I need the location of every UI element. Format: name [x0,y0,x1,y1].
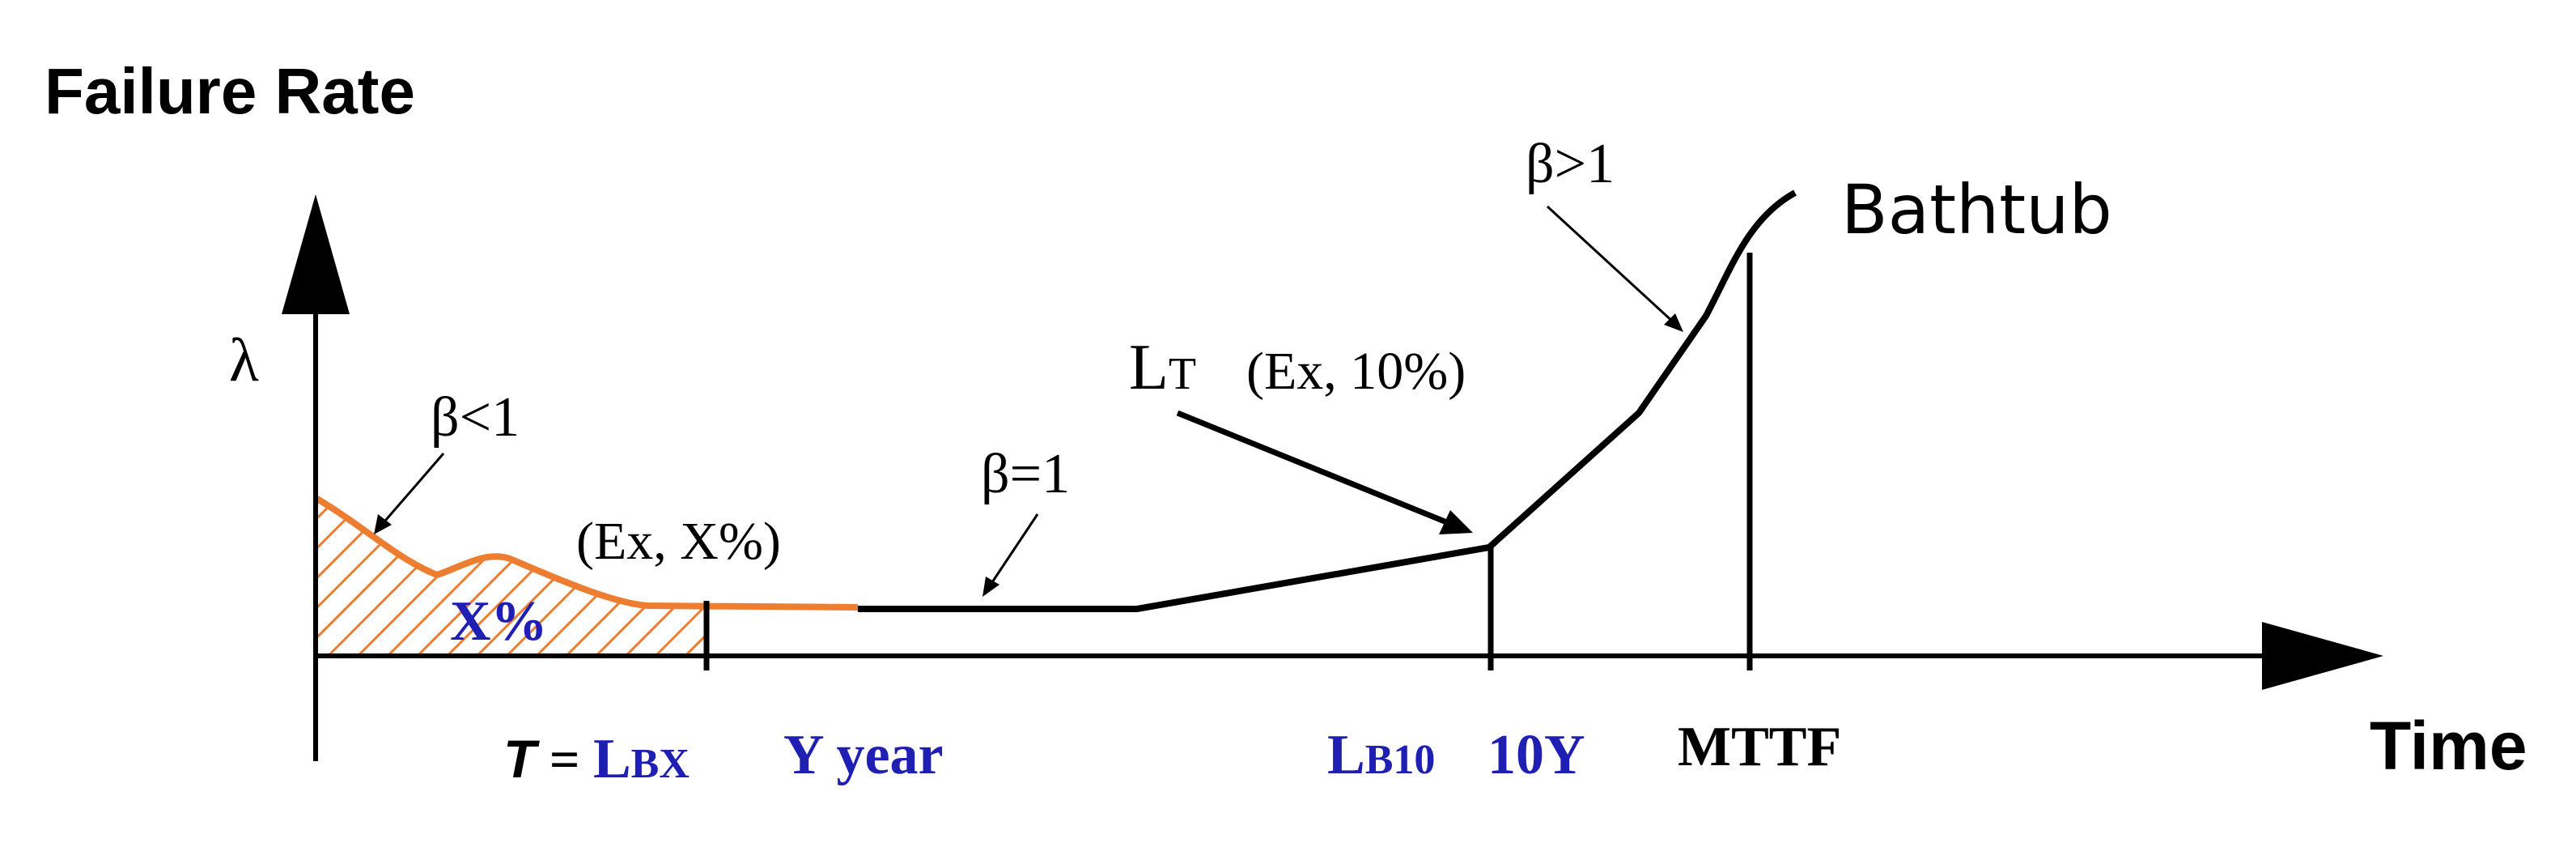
ex-x-label: (Ex, X%) [576,512,781,571]
y-axis-title: Failure Rate [45,55,415,127]
beta-lt-pointer [374,453,445,534]
x-percent-label: X% [450,590,548,653]
beta-gt-pointer [1546,205,1683,332]
lt-ex-label: (Ex, 10%) [1246,342,1466,401]
t-equals-lbx-label: T = LBX [503,728,690,790]
bathtub-label: Bathtub [1841,170,2112,249]
lt-label: LT [1129,332,1196,403]
lt-pointer [1176,410,1473,534]
mttf-label: MTTF [1678,716,1841,778]
beta-lt-label: β<1 [431,386,520,449]
main-failure-curve [858,189,1797,612]
lb10-label: LB10 [1327,724,1435,786]
x-axis-title: Time [2370,708,2527,784]
lambda-symbol: λ [229,326,259,394]
y-axis-arrow [282,194,350,314]
ten-y-label: 10Y [1487,724,1585,786]
beta-eq-label: β=1 [981,443,1070,505]
early-failure-curve [313,495,859,611]
x-axis-arrow [2262,622,2383,690]
y-year-label: Y year [783,724,944,786]
early-failure-area [316,498,704,654]
beta-gt-label: β>1 [1526,133,1615,195]
beta-eq-pointer [982,513,1039,597]
